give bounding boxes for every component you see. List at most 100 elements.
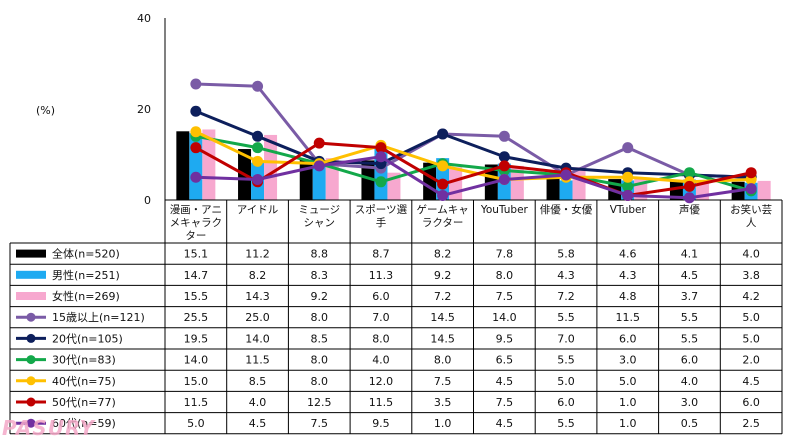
- table-cell-7-8: 5.0: [619, 375, 637, 388]
- line-point-3-8: [622, 180, 634, 192]
- table-cell-9-1: 5.0: [187, 417, 205, 430]
- table-cell-8-6: 7.5: [496, 396, 514, 409]
- bar-2-7: [559, 180, 573, 200]
- legend-key-marker-5: [26, 333, 36, 343]
- bar-1-7: [546, 173, 560, 200]
- table-cell-2-5: 9.2: [434, 269, 452, 282]
- line-point-1-2: [252, 80, 264, 92]
- bar-1-9: [669, 181, 683, 200]
- table-cell-9-10: 2.5: [742, 417, 760, 430]
- table-cell-9-2: 4.5: [249, 417, 267, 430]
- line-point-3-4: [375, 176, 387, 188]
- y-tick-label: 40: [137, 12, 151, 25]
- line-point-6-1: [190, 171, 202, 183]
- table-cell-3-5: 7.2: [434, 290, 452, 303]
- table-cell-4-3: 8.0: [311, 311, 329, 324]
- table-cell-3-10: 4.2: [742, 290, 760, 303]
- table-cell-1-3: 8.8: [311, 248, 329, 261]
- category-label-10-line-2: 人: [746, 217, 757, 229]
- table-cell-7-1: 15.0: [184, 375, 209, 388]
- table-cell-6-9: 6.0: [681, 354, 699, 367]
- line-point-6-3: [313, 160, 325, 172]
- table-cell-5-2: 14.0: [245, 332, 270, 345]
- line-point-2-2: [252, 130, 264, 142]
- table-cell-2-7: 4.3: [557, 269, 575, 282]
- table-cell-1-5: 8.2: [434, 248, 452, 261]
- bar-3-6: [510, 165, 524, 200]
- table-cell-5-3: 8.5: [311, 332, 329, 345]
- table-cell-8-3: 12.5: [307, 396, 332, 409]
- table-cell-9-8: 1.0: [619, 417, 637, 430]
- line-point-5-10: [745, 167, 757, 179]
- table-cell-3-8: 4.8: [619, 290, 637, 303]
- bar-1-1: [176, 131, 190, 200]
- category-label-5-line-2: ラクター: [422, 217, 464, 229]
- line-point-5-4: [375, 142, 387, 154]
- bar-1-3: [299, 159, 313, 200]
- table-cell-9-6: 4.5: [496, 417, 514, 430]
- category-label-10-line-1: お笑い芸: [730, 203, 772, 216]
- legend-key-marker-9: [26, 418, 36, 428]
- legend-label-2: 男性(n=251): [52, 268, 120, 282]
- line-point-2-6: [498, 151, 510, 163]
- legend-key-marker-6: [26, 355, 36, 365]
- table-cell-4-1: 25.5: [184, 311, 209, 324]
- line-point-6-9: [683, 192, 695, 204]
- table-cell-7-3: 8.0: [311, 375, 329, 388]
- line-point-1-1: [190, 78, 202, 90]
- legend-label-8: 50代(n=77): [52, 396, 116, 409]
- table-cell-5-4: 8.0: [372, 332, 390, 345]
- line-point-5-1: [190, 142, 202, 154]
- table-cell-6-1: 14.0: [184, 354, 209, 367]
- legend-label-1: 全体(n=520): [52, 247, 120, 261]
- line-point-4-5: [437, 160, 449, 172]
- table-cell-8-1: 11.5: [184, 396, 209, 409]
- table-cell-4-2: 25.0: [245, 311, 270, 324]
- table-cell-2-9: 4.5: [681, 269, 699, 282]
- table-cell-9-3: 7.5: [311, 417, 329, 430]
- category-label-4-line-2: 手: [376, 216, 387, 229]
- table-cell-6-7: 5.5: [557, 354, 575, 367]
- line-point-6-5: [437, 189, 449, 201]
- y-axis-unit-label: (%): [36, 104, 56, 117]
- table-cell-2-10: 3.8: [742, 269, 760, 282]
- table-cell-5-9: 5.5: [681, 332, 699, 345]
- table-cell-8-9: 3.0: [681, 396, 699, 409]
- line-point-4-1: [190, 126, 202, 138]
- category-label-7-line-1: 俳優・女優: [540, 203, 593, 216]
- y-tick-label: 20: [137, 103, 151, 116]
- series-line-5: [195, 141, 752, 197]
- table-cell-8-5: 3.5: [434, 396, 452, 409]
- legend-label-6: 30代(n=83): [52, 354, 116, 367]
- table-cell-4-9: 5.5: [681, 311, 699, 324]
- line-point-5-3: [313, 137, 325, 149]
- legend-key-1: [16, 249, 46, 258]
- line-point-6-7: [560, 169, 572, 181]
- line-point-4-2: [252, 155, 264, 167]
- table-cell-4-5: 14.5: [430, 311, 455, 324]
- table-cell-7-4: 12.0: [369, 375, 394, 388]
- table-cell-7-6: 4.5: [496, 375, 514, 388]
- table-cell-9-4: 9.5: [372, 417, 390, 430]
- table-cell-5-5: 14.5: [430, 332, 455, 345]
- line-point-6-2: [252, 174, 264, 186]
- table-cell-2-4: 11.3: [369, 269, 394, 282]
- table-cell-4-6: 14.0: [492, 311, 517, 324]
- legend-label-3: 女性(n=269): [52, 289, 120, 303]
- category-label-9-line-1: 声優: [679, 203, 700, 216]
- table-cell-1-7: 5.8: [557, 248, 575, 261]
- line-point-6-4: [375, 151, 387, 163]
- table-cell-3-6: 7.5: [496, 290, 514, 303]
- legend-label-9: 60代(n=59): [52, 417, 116, 430]
- category-label-8-line-1: VTuber: [610, 204, 647, 216]
- table-cell-1-1: 15.1: [184, 248, 209, 261]
- table-cell-3-9: 3.7: [681, 290, 699, 303]
- table-cell-7-5: 7.5: [434, 375, 452, 388]
- table-cell-3-4: 6.0: [372, 290, 390, 303]
- table-cell-5-10: 5.0: [742, 332, 760, 345]
- category-label-3-line-1: ミュージ: [298, 204, 340, 216]
- line-point-5-9: [683, 180, 695, 192]
- table-cell-2-2: 8.2: [249, 269, 267, 282]
- table-cell-5-7: 7.0: [557, 332, 575, 345]
